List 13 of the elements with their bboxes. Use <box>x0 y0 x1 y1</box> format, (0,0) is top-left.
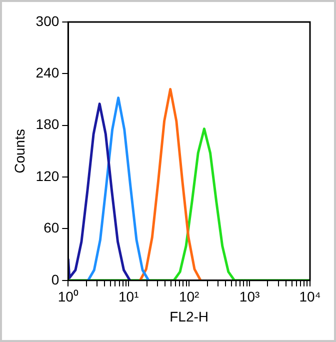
x-tick-label: 10¹ <box>118 288 140 305</box>
x-tick-label: 10⁴ <box>299 288 321 305</box>
y-tick-label: 120 <box>36 168 60 184</box>
x-axis-title: FL2-H <box>170 308 209 324</box>
y-tick-label: 300 <box>36 12 60 29</box>
x-tick-label: 10⁰ <box>58 288 78 305</box>
y-tick-label: 240 <box>36 64 60 81</box>
x-tick-label: 10³ <box>239 288 260 305</box>
y-tick-label: 60 <box>44 220 60 236</box>
y-tick-label: 180 <box>36 116 60 132</box>
y-axis-title: Counts <box>11 129 28 174</box>
y-tick-label: 0 <box>51 271 60 288</box>
x-tick-label: 10² <box>178 288 200 305</box>
